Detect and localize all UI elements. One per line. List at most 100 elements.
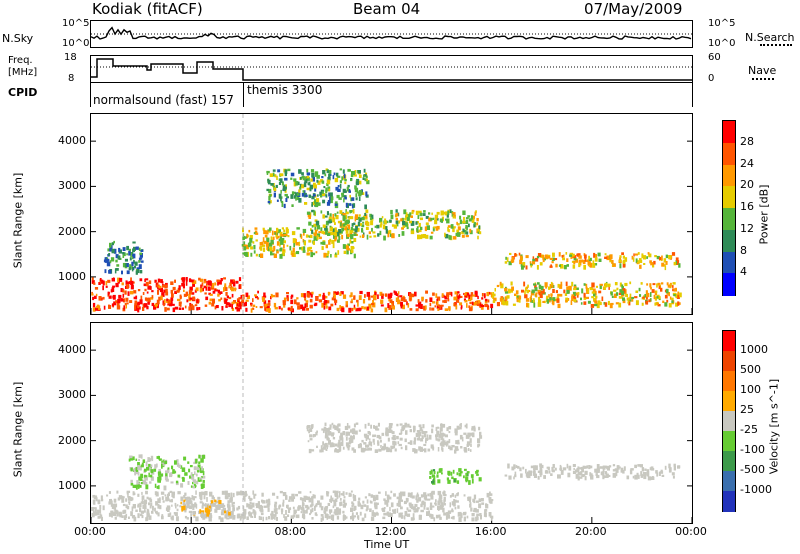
echo-cell — [307, 440, 310, 443]
echo-cell — [525, 468, 527, 474]
echo-cell — [345, 492, 348, 495]
echo-cell — [123, 515, 127, 520]
echo-cell — [257, 290, 259, 294]
echo-cell — [297, 305, 301, 310]
echo-cell — [158, 475, 162, 481]
echo-cell — [203, 475, 206, 479]
echo-cell — [595, 295, 598, 299]
echo-cell — [621, 284, 624, 289]
echo-cell — [643, 475, 647, 480]
echo-cell — [406, 217, 410, 221]
echo-cell — [136, 480, 139, 485]
echo-cell — [179, 301, 182, 304]
echo-cell — [269, 227, 272, 231]
echo-cell — [400, 506, 403, 510]
colorbar-segment — [723, 273, 735, 296]
echo-cell — [316, 233, 321, 237]
echo-cell — [499, 281, 502, 286]
echo-cell — [299, 507, 301, 510]
echo-cell — [252, 509, 255, 514]
echo-cell — [120, 299, 124, 302]
echo-cell — [345, 211, 349, 215]
echo-cell — [397, 500, 401, 506]
echo-cell — [385, 427, 389, 432]
echo-cell — [129, 257, 132, 261]
echo-cell — [412, 448, 416, 452]
echo-cell — [275, 504, 277, 508]
echo-cell — [209, 298, 212, 302]
echo-cell — [156, 463, 158, 468]
echo-cell — [215, 305, 219, 309]
echo-cell — [548, 470, 551, 474]
echo-cell — [267, 302, 271, 306]
echo-cell — [566, 463, 569, 469]
echo-cell — [456, 293, 459, 297]
echo-cell — [423, 504, 426, 510]
echo-cell — [392, 509, 396, 512]
echo-cell — [200, 510, 205, 514]
echo-cell — [262, 244, 265, 247]
echo-cell — [649, 260, 652, 264]
echo-cell — [236, 491, 239, 496]
echo-cell — [359, 511, 362, 516]
echo-cell — [116, 264, 120, 267]
echo-cell — [339, 232, 342, 235]
echo-cell — [341, 307, 345, 313]
echo-cell — [439, 431, 442, 436]
echo-cell — [112, 512, 117, 516]
echo-cell — [463, 475, 465, 479]
echo-cell — [520, 473, 523, 478]
echo-cell — [454, 291, 458, 295]
echo-cell — [211, 495, 214, 500]
echo-cell — [308, 221, 312, 226]
echo-cell — [575, 292, 580, 296]
echo-cell — [326, 170, 330, 173]
echo-cell — [312, 201, 315, 206]
echo-cell — [438, 468, 442, 473]
echo-cell — [487, 299, 490, 303]
echo-cell — [346, 186, 349, 192]
echo-cell — [451, 508, 454, 511]
echo-cell — [154, 279, 157, 283]
echo-cell — [348, 492, 351, 497]
echo-cell — [144, 278, 149, 281]
echo-cell — [119, 512, 123, 518]
echo-cell — [346, 245, 350, 250]
echo-cell — [147, 297, 151, 303]
echo-cell — [527, 290, 531, 292]
echo-cell — [109, 499, 112, 504]
echo-cell — [597, 469, 600, 473]
echo-cell — [573, 298, 577, 302]
echo-cell — [92, 307, 96, 312]
echo-cell — [572, 464, 576, 467]
echo-cell — [423, 431, 428, 434]
echo-cell — [148, 515, 152, 520]
echo-cell — [381, 295, 384, 299]
echo-cell — [228, 302, 231, 306]
echo-cell — [281, 227, 284, 230]
echo-cell — [437, 447, 440, 452]
echo-cell — [324, 513, 328, 519]
echo-cell — [345, 202, 348, 208]
echo-cell — [465, 217, 469, 220]
echo-cell — [291, 493, 295, 497]
echo-cell — [139, 513, 143, 517]
echo-cell — [416, 430, 421, 433]
echo-cell — [435, 437, 438, 440]
echo-cell — [503, 302, 507, 305]
echo-cell — [463, 432, 467, 435]
echo-cell — [204, 491, 208, 496]
echo-cell — [272, 172, 275, 177]
echo-cell — [194, 304, 198, 307]
echo-cell — [359, 307, 362, 311]
echo-cell — [190, 485, 193, 488]
echo-cell — [389, 506, 391, 512]
echo-cell — [278, 238, 282, 242]
echo-cell — [673, 463, 676, 467]
y-tick-label: 1000 — [58, 478, 86, 492]
echo-cell — [272, 236, 275, 240]
echo-cell — [137, 465, 140, 470]
echo-cell — [406, 212, 408, 216]
echo-cell — [339, 445, 342, 448]
echo-cell — [191, 503, 193, 506]
